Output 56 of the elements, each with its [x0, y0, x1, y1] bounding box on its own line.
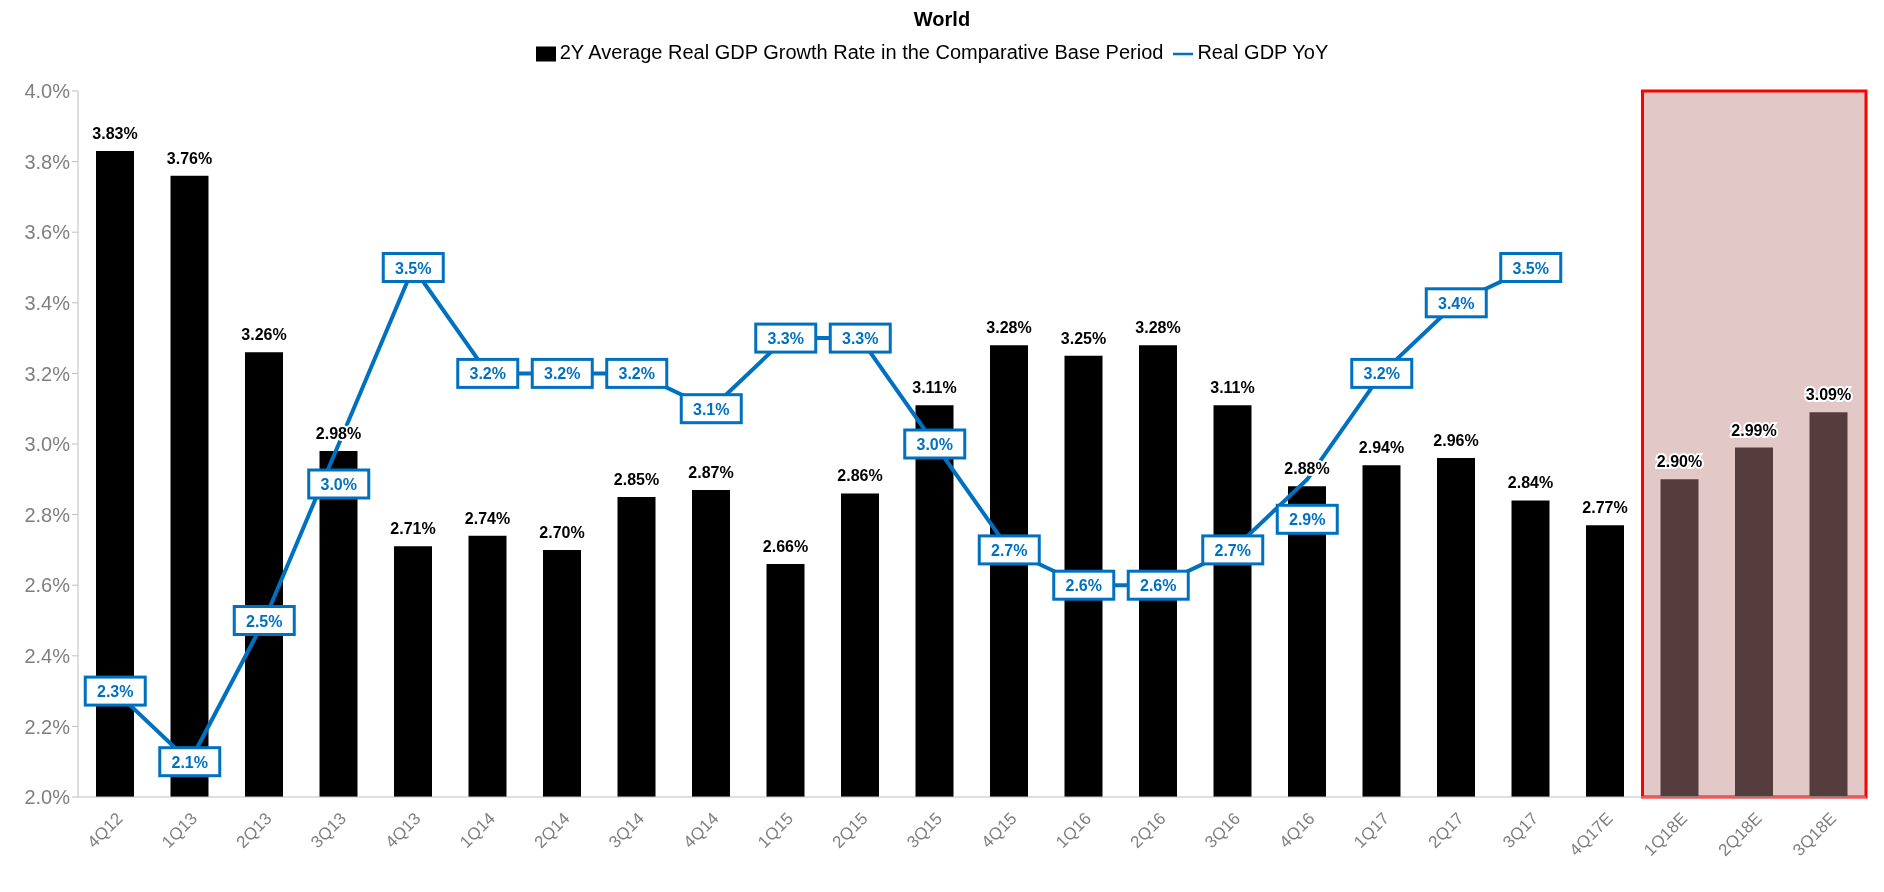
data-label: 2.94% — [1358, 439, 1405, 457]
data-label: 2.6% — [1065, 577, 1102, 595]
data-label: 3.1% — [693, 400, 730, 418]
y-tick-label: 2.6% — [24, 574, 71, 597]
data-label: 2.87% — [688, 463, 734, 481]
data-label: 2.90% — [1656, 453, 1703, 471]
data-label: 3.11% — [912, 379, 957, 397]
data-label: 2.1% — [171, 753, 208, 771]
data-label: 2.99% — [1731, 421, 1777, 439]
data-label: 2.9% — [1289, 511, 1326, 529]
legend-label: Real GDP YoY — [1197, 41, 1329, 63]
data-label: 2.96% — [1433, 432, 1479, 450]
data-label: 2.3% — [97, 683, 134, 701]
data-label: 2.71% — [390, 520, 436, 538]
y-tick-label: 3.4% — [24, 291, 71, 314]
data-label: 3.2% — [1363, 365, 1400, 383]
data-label: 2.85% — [613, 470, 660, 488]
data-label: 2.5% — [246, 612, 283, 630]
chart-title: World — [912, 8, 972, 31]
data-label: 2.6% — [1140, 577, 1177, 595]
data-label: 3.2% — [544, 365, 581, 383]
data-label: 3.2% — [469, 365, 506, 383]
data-label: 3.0% — [320, 476, 357, 493]
y-tick-label: 2.2% — [24, 715, 71, 738]
data-label: 3.3% — [842, 330, 879, 348]
data-label: 3.28% — [986, 319, 1032, 337]
data-label: 2.86% — [837, 467, 883, 485]
data-label: 2.7% — [1214, 541, 1251, 559]
data-label: 3.25% — [1060, 329, 1107, 347]
data-label: 3.5% — [395, 259, 432, 277]
data-label: 2.77% — [1582, 499, 1628, 517]
y-tick-label: 3.0% — [24, 433, 71, 456]
data-label: 2.84% — [1507, 474, 1554, 492]
data-label: 3.5% — [1512, 259, 1549, 277]
data-label: 3.4% — [1438, 294, 1475, 312]
data-label: 3.76% — [166, 149, 213, 167]
y-tick-label: 3.6% — [24, 221, 71, 244]
y-tick-label: 3.8% — [24, 150, 71, 173]
data-label: 3.3% — [767, 330, 804, 348]
data-label: 3.0% — [916, 436, 953, 453]
legend-label: 2Y Average Real GDP Growth Rate in the Comparative Base Period — [559, 41, 1164, 63]
y-tick-label: 2.8% — [24, 503, 71, 526]
y-tick-label: 2.4% — [24, 644, 71, 667]
data-label: 3.83% — [92, 125, 138, 143]
y-tick-label: 2.0% — [24, 786, 71, 809]
data-label: 3.26% — [241, 326, 287, 344]
data-label: 3.09% — [1805, 386, 1852, 404]
data-label: 2.74% — [464, 509, 511, 527]
y-tick-label: 4.0% — [24, 80, 71, 103]
y-tick-label: 3.2% — [24, 362, 71, 385]
data-label: 2.70% — [539, 523, 585, 541]
data-label: 3.28% — [1135, 319, 1181, 337]
data-label: 2.7% — [991, 541, 1028, 559]
data-label: 3.11% — [1210, 379, 1255, 397]
data-label: 2.66% — [762, 538, 809, 556]
data-label: 3.2% — [618, 365, 655, 383]
